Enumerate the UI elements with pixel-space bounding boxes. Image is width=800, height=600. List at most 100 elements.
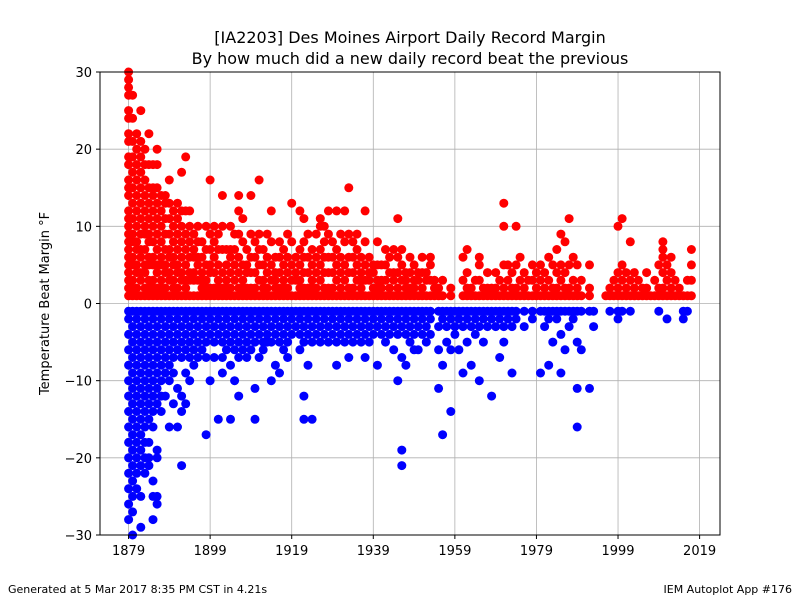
record-margin-point-high bbox=[511, 221, 521, 231]
record-margin-point-high bbox=[148, 206, 158, 216]
record-margin-point-high bbox=[658, 268, 668, 278]
record-margin-point-low bbox=[230, 329, 240, 339]
record-margin-point-high bbox=[164, 245, 174, 254]
record-margin-point-high bbox=[140, 144, 150, 154]
record-margin-point-high bbox=[670, 275, 680, 285]
record-margin-point-low bbox=[397, 353, 407, 362]
record-margin-point-low bbox=[442, 337, 452, 347]
record-margin-point-low bbox=[226, 337, 235, 347]
record-margin-point-low bbox=[250, 414, 260, 424]
record-margin-point-high bbox=[262, 268, 272, 278]
record-margin-point-low bbox=[209, 353, 219, 362]
record-margin-point-low bbox=[152, 491, 162, 501]
record-margin-point-high bbox=[572, 260, 582, 270]
record-margin-point-low bbox=[164, 314, 174, 324]
record-margin-point-high bbox=[168, 275, 178, 285]
record-margin-point-high bbox=[336, 268, 346, 278]
record-margin-point-high bbox=[266, 206, 276, 216]
record-margin-point-low bbox=[401, 314, 411, 324]
record-margin-point-high bbox=[205, 175, 215, 185]
record-margin-point-low bbox=[332, 322, 342, 332]
record-margin-point-high bbox=[181, 260, 191, 270]
y-tick-label: −10 bbox=[65, 375, 92, 390]
record-margin-point-low bbox=[148, 376, 158, 386]
record-margin-point-low bbox=[462, 314, 472, 324]
record-margin-point-high bbox=[250, 252, 260, 262]
record-margin-point-low bbox=[556, 329, 566, 339]
record-margin-point-low bbox=[193, 322, 203, 332]
record-margin-point-high bbox=[658, 237, 668, 247]
record-margin-point-low bbox=[572, 383, 582, 393]
record-margin-point-high bbox=[132, 221, 142, 231]
record-margin-point-low bbox=[152, 453, 162, 463]
record-margin-point-high bbox=[234, 206, 244, 216]
x-tick-label: 1899 bbox=[194, 544, 227, 559]
record-margin-point-high bbox=[552, 283, 562, 293]
record-margin-point-high bbox=[234, 191, 244, 200]
record-margin-point-low bbox=[438, 430, 448, 440]
record-margin-point-low bbox=[152, 322, 162, 332]
record-margin-point-high bbox=[572, 283, 582, 293]
record-margin-point-high bbox=[413, 275, 423, 285]
record-margin-point-high bbox=[177, 221, 187, 231]
record-margin-point-low bbox=[132, 422, 142, 432]
record-margin-point-low bbox=[128, 337, 138, 347]
record-margin-point-high bbox=[491, 283, 501, 293]
record-margin-point-high bbox=[564, 283, 574, 293]
record-margin-point-high bbox=[128, 90, 138, 100]
record-margin-point-high bbox=[368, 268, 378, 278]
record-margin-point-high bbox=[393, 283, 403, 293]
record-margin-point-low bbox=[148, 422, 158, 432]
record-margin-point-high bbox=[295, 206, 305, 216]
record-margin-point-high bbox=[128, 229, 138, 239]
record-margin-point-low bbox=[458, 368, 468, 378]
record-margin-point-low bbox=[425, 306, 435, 316]
record-margin-point-low bbox=[128, 461, 138, 471]
record-margin-point-low bbox=[213, 329, 223, 339]
record-margin-point-low bbox=[148, 407, 158, 416]
record-margin-point-low bbox=[283, 353, 293, 362]
record-margin-point-low bbox=[466, 322, 476, 332]
record-margin-point-low bbox=[499, 322, 509, 332]
record-margin-point-low bbox=[136, 522, 146, 532]
record-margin-point-high bbox=[156, 221, 166, 231]
record-margin-point-low bbox=[197, 329, 207, 339]
record-margin-point-low bbox=[148, 515, 158, 525]
record-margin-point-high bbox=[283, 252, 293, 262]
record-margin-point-high bbox=[376, 283, 386, 293]
record-margin-point-low bbox=[605, 306, 615, 316]
record-margin-point-low bbox=[291, 322, 301, 332]
record-margin-point-high bbox=[536, 260, 545, 270]
record-margin-point-low bbox=[213, 414, 223, 424]
record-margin-point-low bbox=[536, 368, 545, 378]
generated-timestamp: Generated at 5 Mar 2017 8:35 PM CST in 4… bbox=[8, 583, 268, 596]
record-margin-point-low bbox=[148, 391, 158, 401]
record-margin-point-high bbox=[168, 237, 178, 247]
record-margin-point-high bbox=[189, 268, 199, 278]
record-margin-point-high bbox=[185, 206, 195, 216]
record-margin-point-high bbox=[328, 283, 337, 293]
record-margin-point-low bbox=[209, 337, 219, 347]
record-margin-point-low bbox=[438, 314, 448, 324]
record-margin-point-high bbox=[128, 183, 138, 193]
record-margin-point-low bbox=[397, 322, 407, 332]
record-margin-point-low bbox=[164, 329, 174, 339]
record-margin-point-high bbox=[364, 252, 374, 262]
record-margin-point-high bbox=[515, 252, 525, 262]
record-margin-point-high bbox=[209, 268, 219, 278]
record-margin-point-low bbox=[507, 322, 517, 332]
record-margin-point-high bbox=[389, 245, 399, 254]
record-margin-point-high bbox=[128, 252, 138, 262]
record-margin-point-low bbox=[425, 314, 435, 324]
record-margin-point-high bbox=[238, 237, 248, 247]
record-margin-point-low bbox=[389, 322, 399, 332]
record-margin-point-low bbox=[124, 391, 134, 401]
record-margin-point-low bbox=[527, 314, 537, 324]
record-margin-point-low bbox=[124, 314, 134, 324]
record-margin-point-low bbox=[356, 337, 366, 347]
record-margin-point-low bbox=[177, 353, 187, 362]
record-margin-point-high bbox=[666, 252, 676, 262]
record-margin-point-low bbox=[128, 322, 138, 332]
record-margin-point-high bbox=[144, 214, 154, 224]
record-margin-point-low bbox=[201, 430, 211, 440]
